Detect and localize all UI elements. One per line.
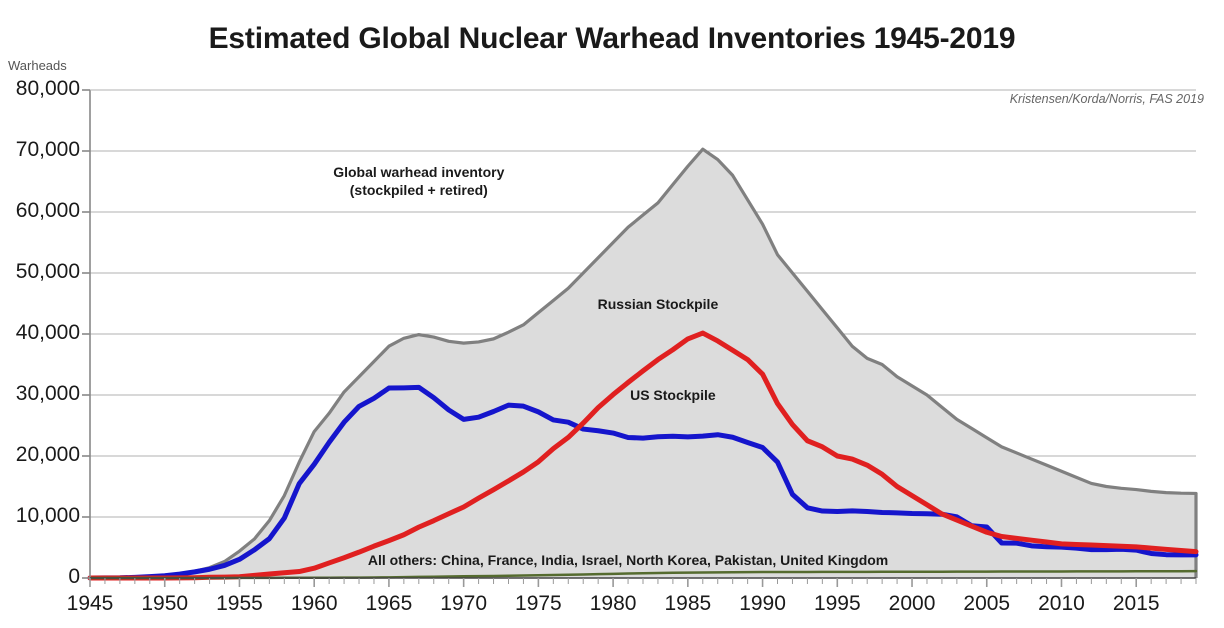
x-tick-label: 1985 xyxy=(664,592,712,615)
y-tick-label: 10,000 xyxy=(15,504,80,527)
annotation-global-inventory: Global warhead inventory (stockpiled + r… xyxy=(333,163,504,201)
y-tick-label: 0 xyxy=(68,565,80,588)
attribution-credit: Kristensen/Korda/Norris, FAS 2019 xyxy=(1009,92,1204,106)
y-tick-label: 70,000 xyxy=(15,138,80,161)
x-tick-label: 1955 xyxy=(216,592,263,615)
y-tick-label: 60,000 xyxy=(15,199,80,222)
annotation-us-stockpile: US Stockpile xyxy=(630,387,716,403)
annotation-global-line1: Global warhead inventory xyxy=(333,163,505,180)
x-tick-label: 1970 xyxy=(440,592,487,615)
annotation-global-line2: (stockpiled + retired) xyxy=(349,182,488,199)
x-tick-label: 1965 xyxy=(365,592,413,615)
page-title: Estimated Global Nuclear Warhead Invento… xyxy=(208,22,1016,55)
x-tick-label: 2005 xyxy=(963,592,1011,615)
x-tick-label: 1980 xyxy=(589,592,637,615)
x-tick-label: 1975 xyxy=(515,592,562,615)
x-tick-label: 2000 xyxy=(888,592,936,615)
x-tick-label: 1945 xyxy=(66,592,114,615)
x-tick-label: 1950 xyxy=(141,592,189,615)
y-tick-label: 50,000 xyxy=(15,260,80,283)
y-axis-title: Warheads xyxy=(8,58,67,73)
x-tick-label: 2015 xyxy=(1112,592,1160,615)
y-tick-label: 40,000 xyxy=(15,321,80,344)
y-tick-label: 30,000 xyxy=(15,382,80,405)
x-tick-label: 1960 xyxy=(290,592,338,615)
y-tick-label: 80,000 xyxy=(15,77,80,100)
area-series-group xyxy=(88,147,1198,580)
annotation-russian-stockpile: Russian Stockpile xyxy=(597,295,719,312)
x-tick-label: 2010 xyxy=(1038,592,1085,615)
x-tick-label: 1995 xyxy=(813,592,861,615)
annotation-all-others: All others: China, France, India, Israel… xyxy=(367,551,889,568)
x-tick-marks xyxy=(89,578,1197,587)
y-tick-label: 20,000 xyxy=(15,443,80,466)
x-tick-label: 1990 xyxy=(739,592,786,615)
